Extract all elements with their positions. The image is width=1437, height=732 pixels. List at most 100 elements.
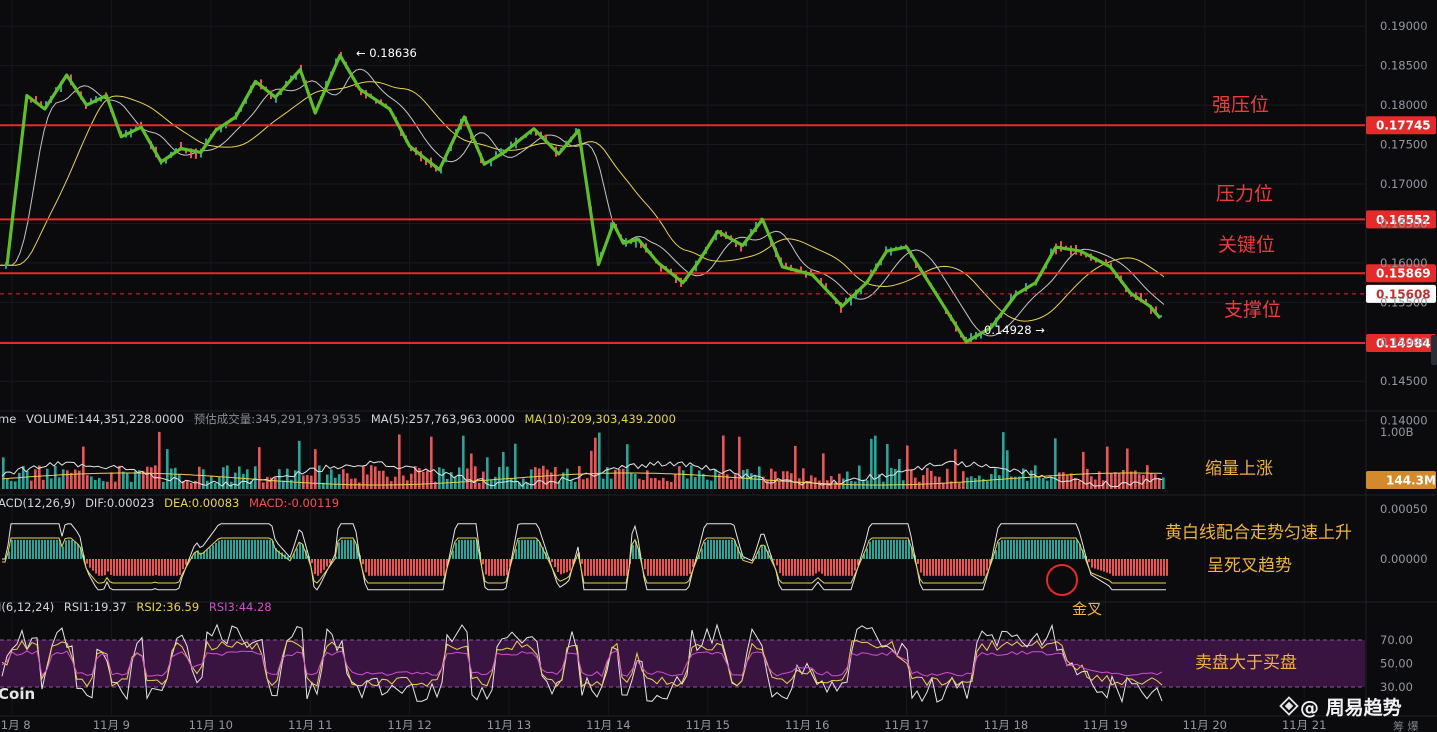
volume-bar bbox=[146, 466, 149, 489]
volume-bar bbox=[294, 470, 297, 489]
volume-bar bbox=[766, 479, 769, 489]
time-tick-label: 11月 8 bbox=[0, 718, 31, 732]
macd-histogram-bar bbox=[392, 559, 394, 576]
macd-histogram-bar bbox=[263, 539, 265, 559]
macd-histogram-bar bbox=[50, 539, 52, 559]
macd-histogram-bar bbox=[890, 539, 892, 559]
volume-bar bbox=[674, 473, 677, 489]
macd-histogram-bar bbox=[446, 559, 448, 567]
macd-histogram-bar bbox=[128, 559, 130, 576]
macd-histogram-bar bbox=[356, 544, 358, 559]
macd-histogram-bar bbox=[230, 539, 232, 559]
volume-bar bbox=[1022, 468, 1025, 489]
macd-histogram-bar bbox=[797, 559, 799, 576]
volume-bar bbox=[926, 467, 929, 489]
volume-bar bbox=[834, 482, 837, 489]
volume-bar bbox=[962, 471, 965, 489]
high-annotation: ← 0.18636 bbox=[356, 46, 417, 60]
macd-histogram-bar bbox=[821, 559, 823, 574]
time-tick-label: 11月 18 bbox=[984, 718, 1028, 732]
price-tick-label: 0.18500 bbox=[1380, 59, 1428, 73]
macd-histogram-bar bbox=[671, 559, 673, 576]
volume-bar bbox=[266, 476, 269, 489]
macd-histogram-bar bbox=[1094, 559, 1096, 569]
volume-bar bbox=[630, 473, 633, 489]
time-axis: 11月 8 11月 9 11月 10 11月 11 11月 12 11月 13 11月 14… bbox=[0, 718, 1326, 732]
macd-histogram-bar bbox=[554, 559, 556, 568]
right-axis: 0.19000 0.18500 0.18000 0.17500 0.17000 0.165… bbox=[1366, 19, 1436, 694]
volume-bar bbox=[862, 479, 865, 489]
time-tick-label: 11月 19 bbox=[1083, 718, 1127, 732]
volume-bar bbox=[746, 469, 749, 489]
macd-histogram-bar bbox=[620, 559, 622, 576]
volume-bar bbox=[878, 474, 881, 489]
volume-bar bbox=[498, 467, 501, 489]
volume-bar bbox=[130, 481, 133, 489]
volume-bar bbox=[910, 469, 913, 489]
volume-bar bbox=[386, 476, 389, 489]
volume-bar bbox=[1122, 469, 1125, 489]
macd-histogram-bar bbox=[932, 559, 934, 576]
macd-histogram-bar bbox=[506, 559, 508, 575]
macd-histogram-bar bbox=[929, 559, 931, 576]
volume-bar bbox=[762, 476, 765, 489]
macd-histogram-bar bbox=[425, 559, 427, 576]
macd-histogram-bar bbox=[56, 539, 58, 559]
volume-bar bbox=[578, 466, 581, 489]
level-price-label: 0.17745 bbox=[1376, 119, 1431, 133]
macd-histogram-bar bbox=[1139, 559, 1141, 576]
macd-histogram-bar bbox=[1097, 559, 1099, 570]
volume-bar bbox=[186, 480, 189, 489]
volume-bar bbox=[330, 469, 333, 489]
macd-histogram-bar bbox=[962, 559, 964, 576]
macd-histogram-bar bbox=[1055, 539, 1057, 559]
macd-histogram-bar bbox=[878, 539, 880, 559]
macd-histogram-bar bbox=[473, 539, 475, 559]
macd-histogram-bar bbox=[1016, 539, 1018, 559]
macd-histogram-bar bbox=[716, 539, 718, 559]
volume-bar bbox=[222, 467, 225, 489]
macd-histogram-bar bbox=[566, 559, 568, 573]
support-label: 支撑位 bbox=[1224, 299, 1281, 321]
price-line bbox=[5, 53, 1162, 344]
volume-bar bbox=[770, 468, 773, 489]
volume-bar bbox=[98, 478, 101, 489]
rsi-tick-label: 50.00 bbox=[1380, 657, 1413, 671]
macd-histogram-bar bbox=[884, 539, 886, 559]
macd-histogram-bar bbox=[497, 559, 499, 576]
volume-bar bbox=[922, 475, 925, 489]
volume-bar bbox=[854, 481, 857, 489]
volume-bar bbox=[546, 469, 549, 489]
macd-histogram-bar bbox=[266, 539, 268, 559]
volume-bar bbox=[530, 469, 533, 489]
volume-bar bbox=[18, 472, 21, 489]
volume-bar bbox=[734, 474, 737, 489]
macd-histogram-bar bbox=[1133, 559, 1135, 576]
volume-bar bbox=[522, 478, 525, 489]
volume-bar bbox=[886, 443, 889, 489]
volume-bar bbox=[494, 476, 497, 489]
macd-histogram-bar bbox=[482, 559, 484, 565]
volume-bar bbox=[142, 471, 145, 489]
macd-histogram-bar bbox=[770, 555, 772, 559]
macd-histogram-bar bbox=[137, 559, 139, 576]
volume-bar bbox=[1002, 432, 1005, 489]
volume-bar bbox=[478, 482, 481, 489]
volume-bar bbox=[1046, 480, 1049, 489]
macd-histogram-bar bbox=[95, 559, 97, 574]
macd-histogram-bar bbox=[1118, 559, 1120, 576]
volume-bar bbox=[662, 477, 665, 489]
panel-collapse-handle[interactable] bbox=[1431, 335, 1437, 365]
macd-histogram-bar bbox=[29, 539, 31, 559]
time-tick-label: 11月 16 bbox=[785, 718, 829, 732]
volume-bar bbox=[282, 480, 285, 489]
volume-bar bbox=[270, 477, 273, 489]
time-tick-label: 11月 20 bbox=[1183, 718, 1227, 732]
macd-histogram-bar bbox=[971, 559, 973, 576]
volume-bar bbox=[250, 481, 253, 489]
macd-histogram-bar bbox=[1076, 539, 1078, 559]
macd-histogram-bar bbox=[1166, 559, 1168, 576]
volume-bar bbox=[62, 469, 65, 489]
macd-histogram-bar bbox=[845, 559, 847, 576]
macd-histogram-bar bbox=[110, 559, 112, 575]
